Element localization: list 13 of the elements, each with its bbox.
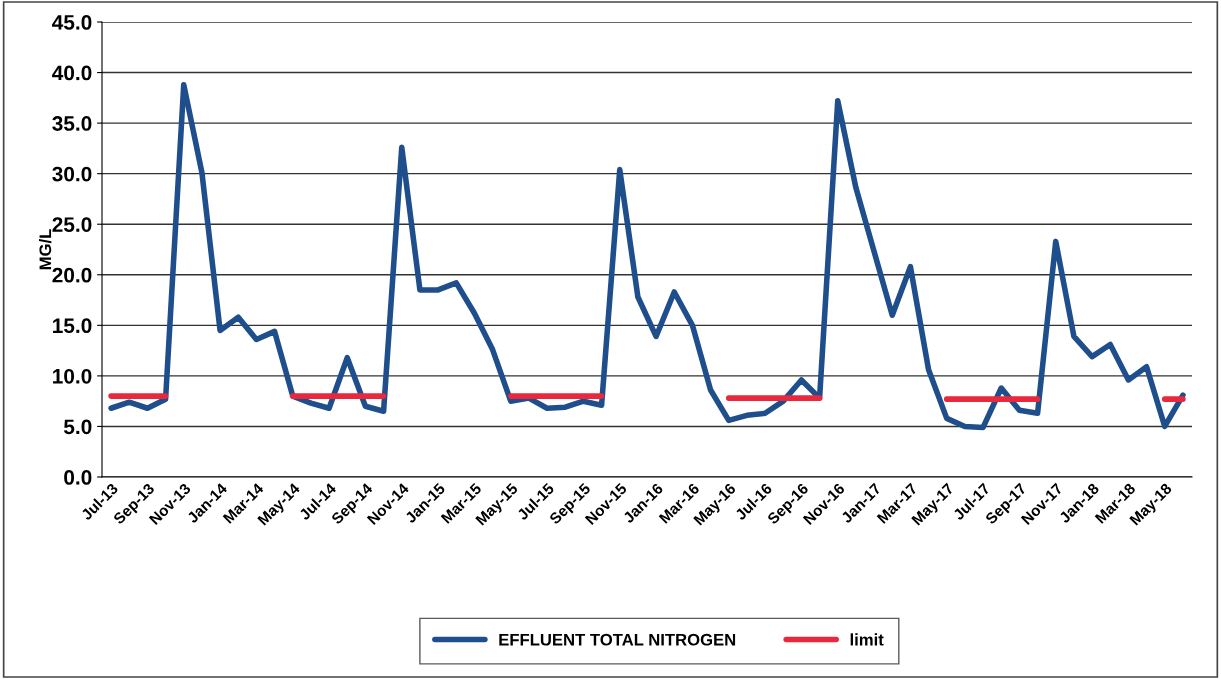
y-tick-label: 25.0 (52, 217, 92, 232)
legend-label: limit (850, 633, 884, 646)
y-tick-label: 35.0 (52, 116, 92, 131)
y-tick-label: 0.0 (64, 470, 92, 485)
y-tick-label: 5.0 (63, 419, 92, 435)
y-tick-label: 30.0 (52, 166, 92, 182)
y-tick-label: 45.0 (52, 15, 92, 30)
legend-label: EFFLUENT TOTAL NITROGEN (499, 633, 736, 646)
y-tick-label: 10.0 (53, 368, 92, 384)
y-tick-label: 40.0 (52, 65, 92, 81)
y-axis-title: MG/L (38, 229, 52, 270)
y-tick-label: 15.0 (53, 318, 92, 334)
y-tick-label: 20.0 (52, 267, 92, 283)
